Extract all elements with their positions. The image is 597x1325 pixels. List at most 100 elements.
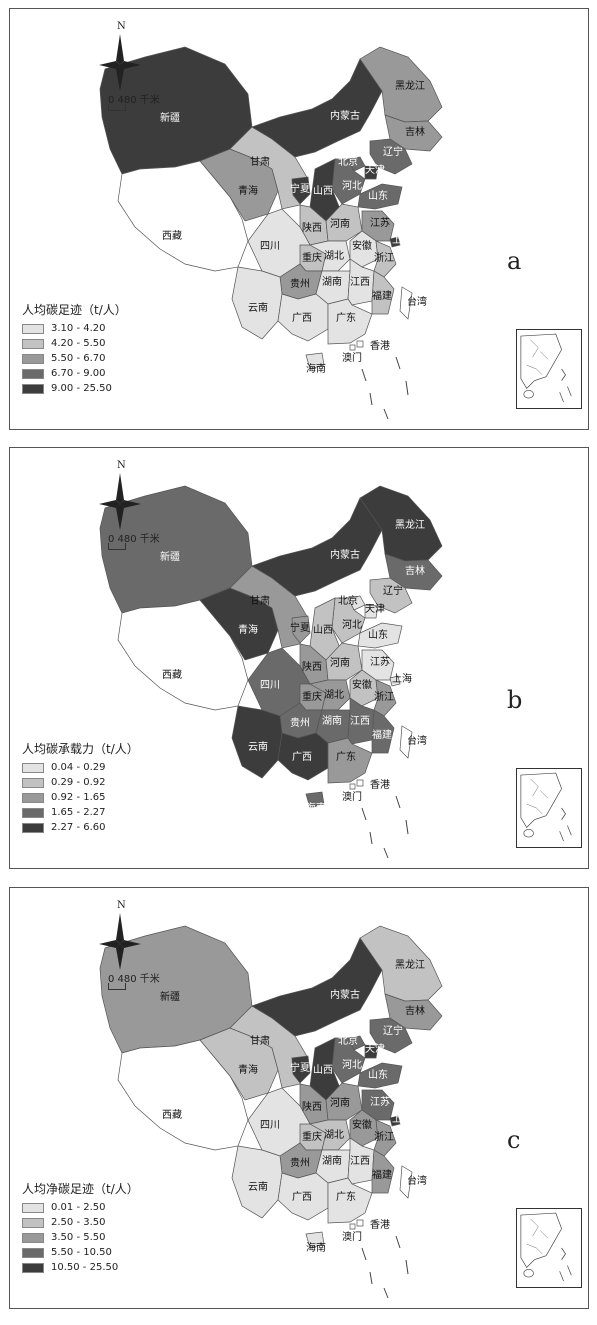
province-label: 浙江	[374, 1131, 394, 1143]
province-label: 香港	[370, 779, 390, 791]
compass-icon	[99, 913, 141, 970]
province-label: 宁夏	[290, 182, 310, 195]
province-label: 江西	[350, 1155, 370, 1167]
province-label: 山东	[368, 628, 388, 641]
nine-dash-line-segment	[383, 408, 389, 420]
province-label: 山东	[368, 189, 388, 202]
map-panel-a: 新疆 西藏 青海 甘肃 内蒙古 黑龙江 吉林 辽宁 北京 天津 河北 山西 山东 宁夏 陕西 河南 江苏 安徽 上海…	[9, 8, 589, 430]
province-label: 黑龙江	[395, 958, 425, 971]
south-china-sea-inset	[516, 768, 582, 848]
province-label: 福建	[372, 728, 392, 741]
province-label: 云南	[248, 740, 268, 753]
legend-swatch	[22, 323, 44, 334]
legend-item: 10.50 - 25.50	[22, 1260, 139, 1275]
legend-swatch	[22, 368, 44, 379]
province-label: 广西	[292, 312, 312, 324]
legend-swatch	[22, 1217, 44, 1228]
province-label: 北京	[338, 155, 358, 168]
legend-title: 人均净碳足迹（t/人）	[22, 1182, 139, 1196]
province-label: 上海	[392, 1112, 412, 1125]
province-label: 海南	[306, 801, 326, 814]
province-辽宁	[369, 577, 413, 614]
legend-label: 9.00 - 25.50	[51, 383, 112, 394]
scale-label: 0 480 千米	[108, 534, 160, 545]
province-label: 河南	[330, 217, 350, 230]
province-label: 台湾	[407, 1174, 427, 1187]
province-label: 河北	[342, 1059, 362, 1071]
province-宁夏	[291, 1055, 311, 1084]
province-label: 青海	[238, 184, 258, 197]
province-label: 青海	[238, 1063, 258, 1076]
province-江西	[347, 1137, 375, 1185]
compass-icon	[99, 34, 141, 91]
province-label: 上海	[392, 233, 412, 246]
province-label: 河南	[330, 1096, 350, 1109]
province-label: 云南	[248, 1180, 268, 1193]
province-福建	[371, 270, 395, 315]
province-label: 四川	[260, 241, 280, 252]
province-label: 甘肃	[250, 594, 270, 607]
legend-label: 5.50 - 10.50	[51, 1247, 112, 1258]
province-label: 天津	[365, 1043, 385, 1055]
north-label: N	[117, 900, 126, 911]
province-label: 内蒙古	[330, 548, 360, 561]
legend-item: 3.10 - 4.20	[22, 321, 127, 336]
province-label: 山东	[368, 1068, 388, 1081]
province-香港	[356, 340, 364, 348]
province-label: 吉林	[405, 125, 425, 138]
legend-label: 10.50 - 25.50	[51, 1262, 119, 1273]
province-澳门	[349, 344, 356, 351]
province-宁夏	[291, 176, 311, 205]
province-上海	[389, 236, 401, 248]
province-label: 澳门	[342, 1230, 362, 1243]
province-label: 新疆	[160, 550, 180, 563]
province-天津	[364, 604, 379, 619]
legend-swatch	[22, 353, 44, 364]
province-label: 陕西	[302, 1100, 322, 1113]
south-china-sea-inset	[516, 1208, 582, 1288]
province-label: 黑龙江	[395, 518, 425, 531]
province-label: 贵州	[290, 1156, 310, 1169]
legend-swatch	[22, 1202, 44, 1213]
province-label: 吉林	[405, 1004, 425, 1017]
province-台湾	[399, 1165, 413, 1199]
province-河北	[331, 597, 366, 644]
province-河北	[331, 1037, 366, 1084]
province-label: 辽宁	[383, 1024, 403, 1037]
legend-swatch	[22, 1262, 44, 1273]
province-label: 辽宁	[383, 145, 403, 158]
legend-label: 1.65 - 2.27	[51, 807, 106, 818]
south-china-sea-inset	[516, 329, 582, 409]
province-label: 黑龙江	[395, 79, 425, 92]
legend: 人均碳足迹（t/人） 3.10 - 4.20 4.20 - 5.50 5.50 - 6…	[22, 301, 127, 396]
province-江西	[347, 258, 375, 306]
legend-item: 2.27 - 6.60	[22, 820, 139, 835]
legend-title: 人均碳承载力（t/人）	[22, 742, 139, 756]
province-label: 安徽	[352, 239, 372, 252]
province-福建	[371, 709, 395, 754]
legend-title: 人均碳足迹（t/人）	[22, 303, 127, 317]
province-label: 福建	[372, 289, 392, 302]
province-海南	[305, 352, 325, 370]
legend-swatch	[22, 383, 44, 394]
province-label: 台湾	[407, 734, 427, 747]
legend-item: 4.20 - 5.50	[22, 336, 127, 351]
province-label: 河南	[330, 656, 350, 669]
nine-dash-line-segment	[395, 1235, 401, 1249]
province-label: 香港	[370, 1219, 390, 1231]
legend-item: 3.50 - 5.50	[22, 1230, 139, 1245]
legend-swatch	[22, 777, 44, 788]
legend-label: 0.92 - 1.65	[51, 792, 106, 803]
legend-item: 5.50 - 6.70	[22, 351, 127, 366]
province-label: 江西	[350, 715, 370, 727]
province-label: 湖南	[322, 1154, 342, 1167]
province-label: 澳门	[342, 351, 362, 364]
province-label: 重庆	[302, 690, 322, 703]
province-label: 广东	[336, 311, 356, 324]
province-湖北	[309, 1119, 351, 1151]
legend-swatch	[22, 1247, 44, 1258]
province-label: 内蒙古	[330, 988, 360, 1001]
province-广东	[327, 737, 373, 784]
